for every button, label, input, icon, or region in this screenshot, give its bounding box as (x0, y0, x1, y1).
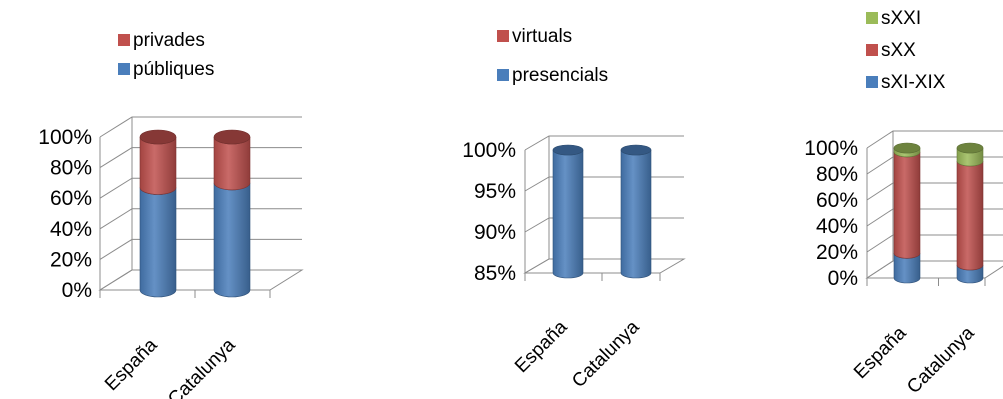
bar-segment (139, 187, 177, 298)
legend-swatch (118, 34, 130, 46)
gridline (99, 269, 302, 291)
legend-swatch (866, 44, 878, 56)
legend-swatch (118, 63, 130, 75)
bar-stack (139, 129, 177, 298)
legend: virtuals presencials (497, 26, 608, 86)
x-tick-label: España (511, 316, 572, 377)
bar-top (213, 129, 251, 145)
y-tick-label: 95% (474, 180, 516, 203)
bar-top (620, 144, 652, 156)
chart-1: privades públiques 0% 20% 40% 60% 80% 100% Españ… (38, 30, 304, 399)
y-tick-label: 60% (50, 187, 92, 210)
bar-segment (620, 149, 652, 279)
legend-swatch (866, 12, 878, 24)
legend: privades públiques (118, 30, 214, 80)
bar-stack (620, 144, 652, 279)
legend-label: presencials (512, 65, 608, 86)
bar-top (552, 144, 584, 156)
legend: sXXI sXX sXI-XIX (866, 8, 946, 93)
bar-stack (213, 129, 251, 298)
chart-3: sXXI sXX sXI-XIX 0% 20% 40% 60% 80% 100% EspañaCa… (804, 8, 1003, 398)
y-tick-label: 85% (474, 262, 516, 285)
x-tick-label: Catalunya (164, 334, 240, 399)
bar-top (893, 142, 921, 154)
legend-swatch (497, 69, 509, 81)
gridline (99, 177, 302, 199)
bar-segment (552, 149, 584, 279)
bar-segment (213, 136, 251, 191)
gridline (99, 238, 302, 260)
legend-label: sXI-XIX (881, 72, 946, 93)
y-tick-label: 100% (462, 139, 516, 162)
bar-segment (213, 182, 251, 298)
y-tick-label: 40% (816, 215, 858, 238)
floor (98, 269, 304, 291)
gridline (99, 116, 302, 138)
legend-swatch (866, 76, 878, 88)
x-tick-label: Catalunya (903, 322, 979, 398)
y-tick-label: 60% (816, 189, 858, 212)
y-tick-label: 40% (50, 218, 92, 241)
legend-swatch (497, 30, 509, 42)
gridline (524, 258, 684, 274)
bar-top (956, 142, 984, 154)
y-tick-label: 0% (62, 279, 92, 302)
bar-segment (956, 160, 984, 271)
floor (523, 258, 686, 274)
legend-label: sXXI (881, 8, 921, 29)
y-tick-label: 90% (474, 221, 516, 244)
bar-segment (139, 136, 177, 195)
bar-top (139, 129, 177, 145)
bar-stack (956, 142, 984, 284)
bar-stack (893, 142, 921, 284)
y-tick-label: 100% (804, 137, 858, 160)
x-tick-label: España (101, 334, 162, 395)
y-tick-label: 20% (816, 241, 858, 264)
x-tick-label: España (850, 322, 911, 383)
bar-segment (893, 151, 921, 259)
y-tick-label: 80% (50, 157, 92, 180)
gridline (866, 130, 1003, 149)
legend-label: privades (133, 30, 205, 51)
y-tick-label: 100% (38, 126, 92, 149)
legend-label: sXX (881, 40, 916, 61)
floor (865, 260, 1003, 279)
y-tick-label: 0% (828, 267, 858, 290)
legend-label: públiques (133, 59, 214, 80)
gridline (99, 208, 302, 230)
gridline (99, 147, 302, 169)
y-tick-label: 20% (50, 248, 92, 271)
gridlines (99, 116, 302, 291)
bar-stack (552, 144, 584, 279)
y-tick-label: 80% (816, 163, 858, 186)
legend-label: virtuals (512, 26, 572, 47)
x-tick-label: Catalunya (568, 316, 644, 392)
chart-2: virtuals presencials 85% 90% 95% 100% EspañaCa… (462, 26, 686, 392)
